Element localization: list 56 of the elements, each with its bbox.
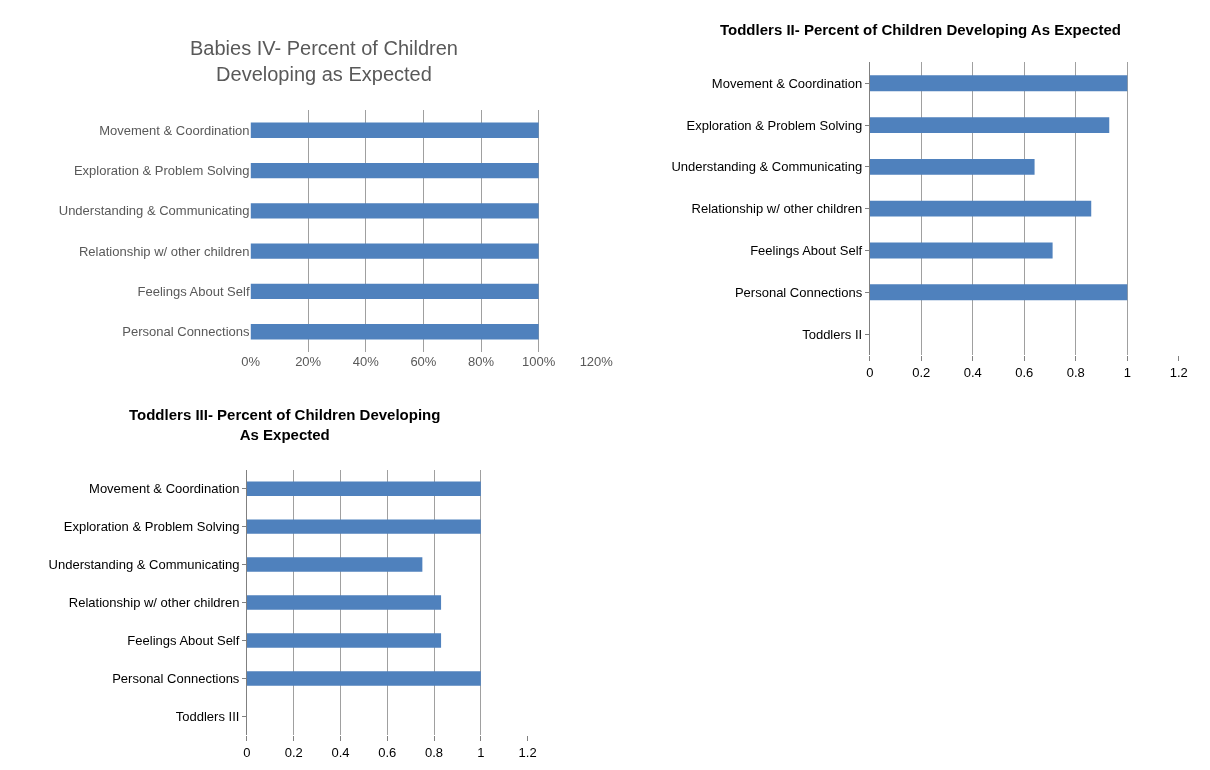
bar xyxy=(869,284,1128,301)
x-tick-label: 0.2 xyxy=(284,744,303,760)
y-tick-label: Personal Connections xyxy=(112,670,240,686)
x-tick-label: 0% xyxy=(241,353,261,369)
x-tick-label: 0.8 xyxy=(1066,364,1085,380)
x-tick-label: 40% xyxy=(352,353,380,369)
y-tick-label: Movement & Coordination xyxy=(89,481,240,497)
y-tick-label: Toddlers III xyxy=(175,708,240,724)
bar xyxy=(869,242,1053,259)
y-tick-label: Personal Connections xyxy=(122,324,251,340)
x-tick-label: 0.6 xyxy=(378,744,397,760)
x-tick-label: 0.4 xyxy=(331,744,350,760)
y-tick-label: Movement & Coordination xyxy=(711,75,863,91)
x-tick-label: 20% xyxy=(295,353,322,369)
bar xyxy=(246,671,481,686)
bar xyxy=(246,557,423,572)
bar xyxy=(246,595,442,610)
y-tick-label: Understanding & Communicating xyxy=(58,203,250,219)
x-tick-label: 1.2 xyxy=(1169,364,1188,380)
chart-title: Toddlers II- Percent of Children Developing As Expected xyxy=(720,21,1121,38)
x-tick-label: 1.2 xyxy=(518,744,537,760)
x-tick-label: 0.8 xyxy=(425,744,444,760)
chart-title: Toddlers III- Percent of Children Developing As Expected xyxy=(129,406,441,443)
y-tick-label: Feelings About Self xyxy=(127,633,240,649)
y-tick-label: Understanding & Communicating xyxy=(671,159,863,175)
y-tick-label: Relationship w/ other children xyxy=(78,243,250,259)
x-tick-label: 100% xyxy=(522,353,556,369)
x-tick-label: 1 xyxy=(1123,364,1131,380)
x-tick-label: 0.2 xyxy=(912,364,931,380)
y-tick-label: Feelings About Self xyxy=(750,243,863,259)
y-tick-label: Exploration & Problem Solving xyxy=(63,519,240,535)
x-tick-label: 0 xyxy=(866,364,874,380)
bar xyxy=(869,200,1092,217)
bar xyxy=(246,481,481,496)
bar xyxy=(869,117,1110,134)
y-tick-label: Relationship w/ other children xyxy=(691,201,863,217)
y-tick-label: Understanding & Communicating xyxy=(48,557,240,573)
x-tick-label: 1 xyxy=(477,744,485,760)
chart-title: Babies IV- Percent of Children Developing as Expected xyxy=(190,37,458,85)
bar xyxy=(869,75,1128,92)
y-tick-label: Exploration & Problem Solving xyxy=(686,117,863,133)
x-tick-label: 0.4 xyxy=(963,364,982,380)
x-tick-label: 120% xyxy=(579,353,614,369)
bar xyxy=(246,519,481,534)
x-tick-label: 60% xyxy=(410,353,437,369)
y-tick-label: Personal Connections xyxy=(734,284,863,300)
y-tick-label: Feelings About Self xyxy=(137,283,250,299)
x-tick-label: 0.6 xyxy=(1015,364,1034,380)
y-tick-label: Relationship w/ other children xyxy=(68,595,240,611)
bar xyxy=(246,633,442,648)
x-tick-label: 80% xyxy=(468,353,495,369)
y-tick-label: Movement & Coordination xyxy=(99,122,250,138)
y-tick-label: Toddlers II xyxy=(802,326,863,342)
y-tick-label: Exploration & Problem Solving xyxy=(73,163,250,179)
x-tick-label: 0 xyxy=(243,744,251,760)
bar xyxy=(869,158,1035,175)
